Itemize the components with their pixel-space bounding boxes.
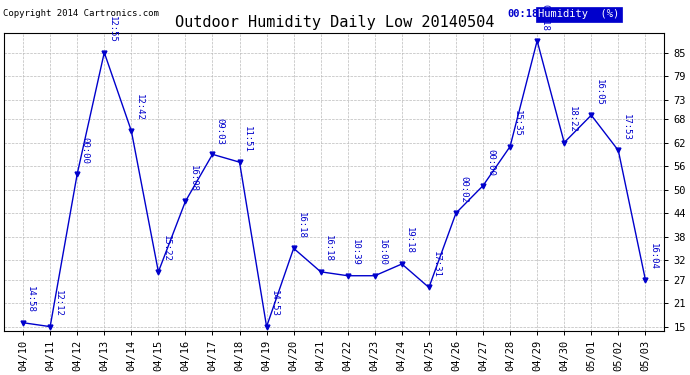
Text: 00:00: 00:00 (81, 137, 90, 164)
Text: 00:18: 00:18 (507, 9, 538, 20)
Text: 16:05: 16:05 (595, 78, 604, 105)
Text: Humidity  (%): Humidity (%) (538, 9, 620, 20)
Text: 16:08: 16:08 (188, 165, 197, 192)
Text: 12:12: 12:12 (53, 290, 62, 317)
Text: 11:51: 11:51 (243, 126, 252, 152)
Text: 16:04: 16:04 (649, 243, 658, 270)
Text: 18:22: 18:22 (567, 106, 576, 133)
Text: 00:02: 00:02 (460, 176, 469, 203)
Text: 14:58: 14:58 (26, 286, 35, 313)
Text: Copyright 2014 Cartronics.com: Copyright 2014 Cartronics.com (3, 9, 159, 18)
Text: 14:53: 14:53 (270, 290, 279, 317)
Text: 15:35: 15:35 (513, 110, 522, 137)
Text: 17:53: 17:53 (622, 114, 631, 141)
Text: 12:55: 12:55 (108, 16, 117, 43)
Text: 17:31: 17:31 (432, 251, 441, 278)
Text: 10:39: 10:39 (351, 239, 360, 266)
Title: Outdoor Humidity Daily Low 20140504: Outdoor Humidity Daily Low 20140504 (175, 15, 494, 30)
Text: 12:42: 12:42 (135, 94, 144, 121)
Text: 09:03: 09:03 (216, 118, 225, 144)
Text: 16:18: 16:18 (297, 211, 306, 238)
Text: 00:00: 00:00 (486, 149, 495, 176)
Text: 19:18: 19:18 (405, 227, 414, 254)
Text: 00:18: 00:18 (540, 4, 549, 31)
Text: 16:00: 16:00 (378, 239, 387, 266)
Text: 15:22: 15:22 (161, 235, 170, 262)
Text: 16:18: 16:18 (324, 235, 333, 262)
